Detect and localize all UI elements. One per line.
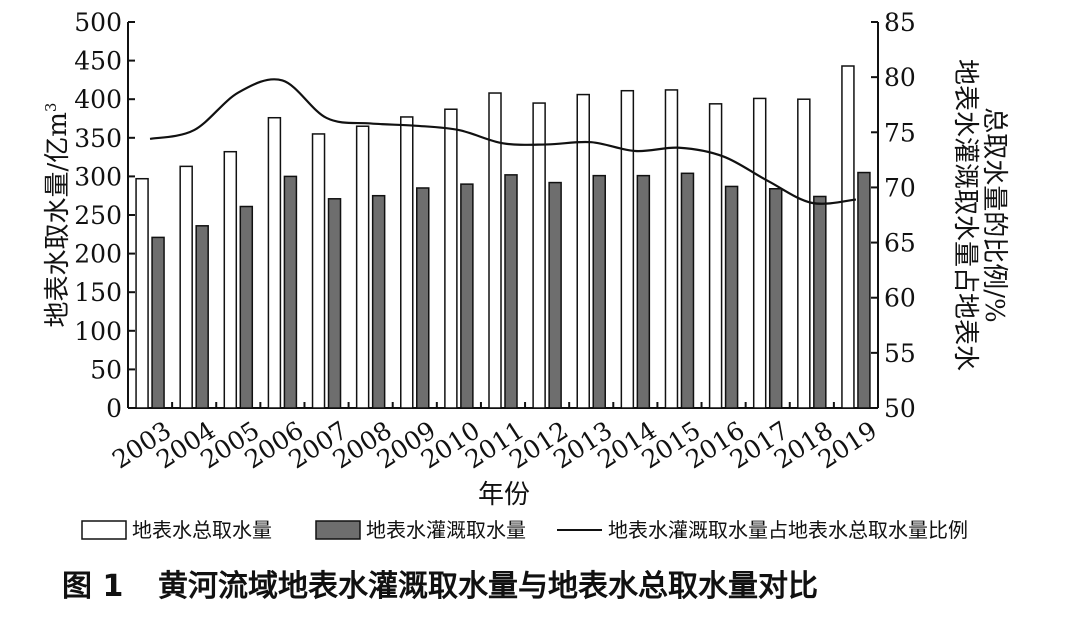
- bar-irrigation-water: [549, 183, 561, 408]
- left-tick-label: 100: [74, 317, 122, 346]
- left-tick-label: 450: [74, 47, 122, 76]
- bar-total-water: [313, 134, 325, 408]
- bar-irrigation-water: [637, 176, 649, 408]
- left-axis-title: 地表水取水量/亿m3: [42, 103, 73, 328]
- bar-irrigation-water: [196, 226, 208, 408]
- right-tick-label: 85: [884, 8, 916, 37]
- bar-irrigation-water: [373, 196, 385, 408]
- left-tick-label: 200: [74, 240, 122, 269]
- right-tick-label: 75: [884, 118, 916, 147]
- right-axis-title-line1: 地表水灌溉取水量占地表水: [950, 59, 980, 371]
- legend-swatch-total-water: [82, 521, 126, 539]
- legend-label-irrigation-water: 地表水灌溉取水量: [366, 518, 526, 542]
- bar-irrigation-water: [770, 189, 782, 408]
- bar-total-water: [180, 166, 192, 408]
- right-tick-label: 50: [884, 394, 916, 423]
- legend-label-ratio: 地表水灌溉取水量占地表水总取水量比例: [608, 518, 968, 542]
- bar-total-water: [357, 126, 369, 408]
- bar-irrigation-water: [417, 188, 429, 408]
- bar-total-water: [136, 179, 148, 408]
- right-tick-label: 80: [884, 63, 916, 92]
- bar-total-water: [621, 91, 633, 408]
- bar-total-water: [224, 152, 236, 408]
- bar-irrigation-water: [681, 173, 693, 408]
- bar-total-water: [445, 109, 457, 408]
- bar-irrigation-water: [505, 175, 517, 408]
- bar-total-water: [798, 99, 810, 408]
- left-tick-label: 50: [90, 355, 122, 384]
- left-tick-label: 150: [74, 278, 122, 307]
- figure-caption-title: 黄河流域地表水灌溉取水量与地表水总取水量对比: [158, 569, 818, 604]
- right-tick-label: 55: [884, 339, 916, 368]
- bar-total-water: [665, 90, 677, 408]
- bar-total-water: [754, 98, 766, 408]
- x-axis-title: 年份: [478, 480, 530, 510]
- right-tick-label: 60: [884, 284, 916, 313]
- bar-irrigation-water: [152, 237, 164, 408]
- left-tick-label: 400: [74, 85, 122, 114]
- ratio-line: [150, 79, 856, 203]
- bars-group: [136, 66, 870, 408]
- right-tick-label: 70: [884, 173, 916, 202]
- line-group: [150, 79, 856, 203]
- left-tick-label: 300: [74, 162, 122, 191]
- legend-swatch-irrigation-water: [316, 521, 360, 539]
- bar-total-water: [533, 103, 545, 408]
- right-axis-title-line2: 总取水量的比例/%: [979, 107, 1009, 322]
- bar-total-water: [268, 118, 280, 408]
- bar-total-water: [710, 104, 722, 408]
- bar-irrigation-water: [726, 186, 738, 408]
- bar-total-water: [401, 117, 413, 408]
- bar-irrigation-water: [461, 184, 473, 408]
- bar-irrigation-water: [284, 176, 296, 408]
- legend: 地表水总取水量 地表水灌溉取水量 地表水灌溉取水量占地表水总取水量比例: [82, 518, 968, 542]
- bar-irrigation-water: [240, 207, 252, 408]
- left-tick-label: 350: [74, 124, 122, 153]
- left-tick-label: 250: [74, 201, 122, 230]
- bar-irrigation-water: [858, 173, 870, 408]
- bar-irrigation-water: [814, 196, 826, 408]
- right-tick-label: 65: [884, 229, 916, 258]
- left-axis-title-superscript: 3: [42, 103, 60, 113]
- left-tick-label: 500: [74, 8, 122, 37]
- legend-label-total-water: 地表水总取水量: [132, 518, 272, 542]
- bar-total-water: [842, 66, 854, 408]
- bar-irrigation-water: [593, 176, 605, 408]
- figure-caption-number: 图 1: [62, 569, 123, 604]
- left-axis-title-main: 地表水取水量/亿m: [43, 112, 73, 327]
- left-tick-label: 0: [106, 394, 122, 423]
- bar-irrigation-water: [329, 199, 341, 408]
